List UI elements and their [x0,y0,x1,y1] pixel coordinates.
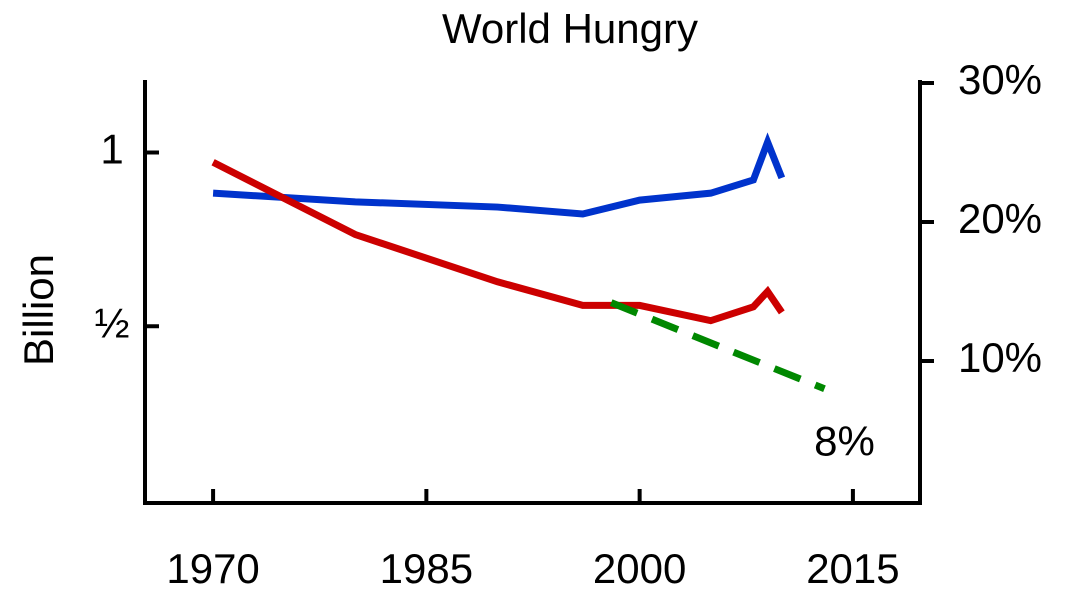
y-tick-label: ½ [94,299,129,346]
annotation: 8% [814,417,875,464]
chart-title: World Hungry [442,5,698,52]
y-axis-label: Billion [15,254,62,366]
y-tick-label: 1 [100,126,123,173]
x-tick-label: 2000 [593,545,686,592]
x-tick-label: 2015 [806,545,899,592]
series-line [211,159,785,325]
series-line [212,132,786,218]
x-tick-label: 1970 [166,545,259,592]
x-tick-label: 1985 [380,545,473,592]
y2-tick-label: 30% [958,56,1042,103]
series-line [609,299,826,393]
y2-tick-label: 10% [958,334,1042,381]
y2-tick-label: 20% [958,195,1042,242]
